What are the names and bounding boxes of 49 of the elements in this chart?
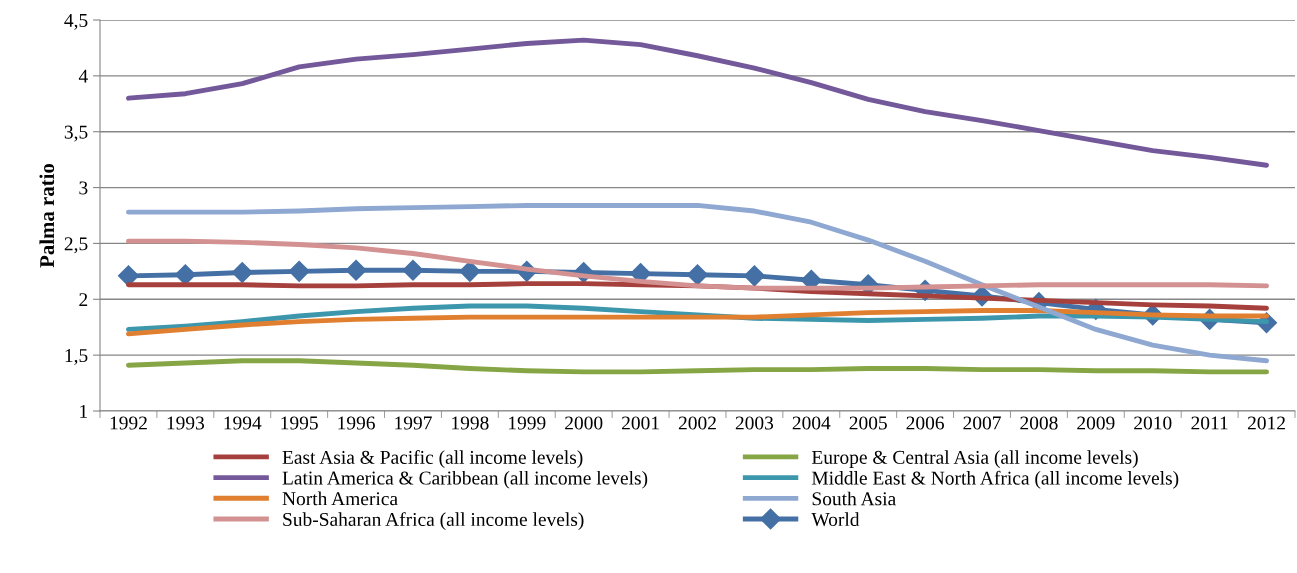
x-tick-label: 2000 [565,416,603,430]
point [288,260,310,282]
point [345,259,367,281]
x-tick-label: 1999 [509,416,546,430]
point [743,265,765,287]
y-tick-label: 3 [79,181,88,195]
point [686,264,709,286]
y-tick-label: 1 [80,404,88,418]
x-tick-label: 2002 [678,416,716,430]
legend-label: South Asia [812,491,896,506]
legend-label: Europe & Central Asia (all income levels) [811,450,1138,468]
x-tick-label: 1998 [452,416,489,430]
legend-label: Middle East & North Africa (all income levels) [811,470,1179,489]
y-tick-label: 1,5 [65,349,88,365]
y-tick-label: 2 [79,293,88,307]
x-tick-label: 1995 [281,416,318,430]
x-tick-label: 2006 [906,416,944,430]
legend-label: North America [282,491,398,506]
x-tick-label: 1997 [395,416,432,430]
line-series [126,358,1269,375]
x-tick-label: 2007 [963,416,1001,430]
x-tick-label: 1993 [167,416,205,430]
legend-label: East Asia & Pacific (all income levels) [282,450,583,468]
point [402,259,424,281]
legend-label: Latin America & Caribbean (all income levels) [282,470,648,489]
x-tick-label: 2012 [1247,416,1285,430]
x-tick-label: 2011 [1191,416,1228,430]
x-tick-label: 2004 [792,416,831,430]
legend-label: Sub-Saharan Africa (all income levels) [283,512,584,530]
x-tick-label: 2010 [1134,416,1172,430]
x-tick-label: 2005 [849,416,887,430]
y-axis-title: Palma ratio [39,163,55,268]
y-tick-label: 3,5 [64,125,88,142]
line-series [126,37,1269,168]
y-tick-label: 2,5 [64,237,88,254]
x-tick-label: 1996 [338,416,375,430]
point [117,265,139,287]
x-tick-label: 2008 [1020,416,1058,430]
y-tick-label: 4 [78,69,88,83]
point [231,261,253,283]
x-tick-label: 2009 [1077,416,1115,430]
x-tick-label: 2001 [622,416,659,430]
x-tick-label: 1992 [110,416,147,430]
y-tick-label: 4,5 [64,13,88,30]
x-tick-label: 1994 [224,416,262,430]
line-series [126,203,1269,364]
legend-label: World [811,512,860,527]
x-tick-label: 2003 [735,416,774,430]
point [459,260,481,282]
